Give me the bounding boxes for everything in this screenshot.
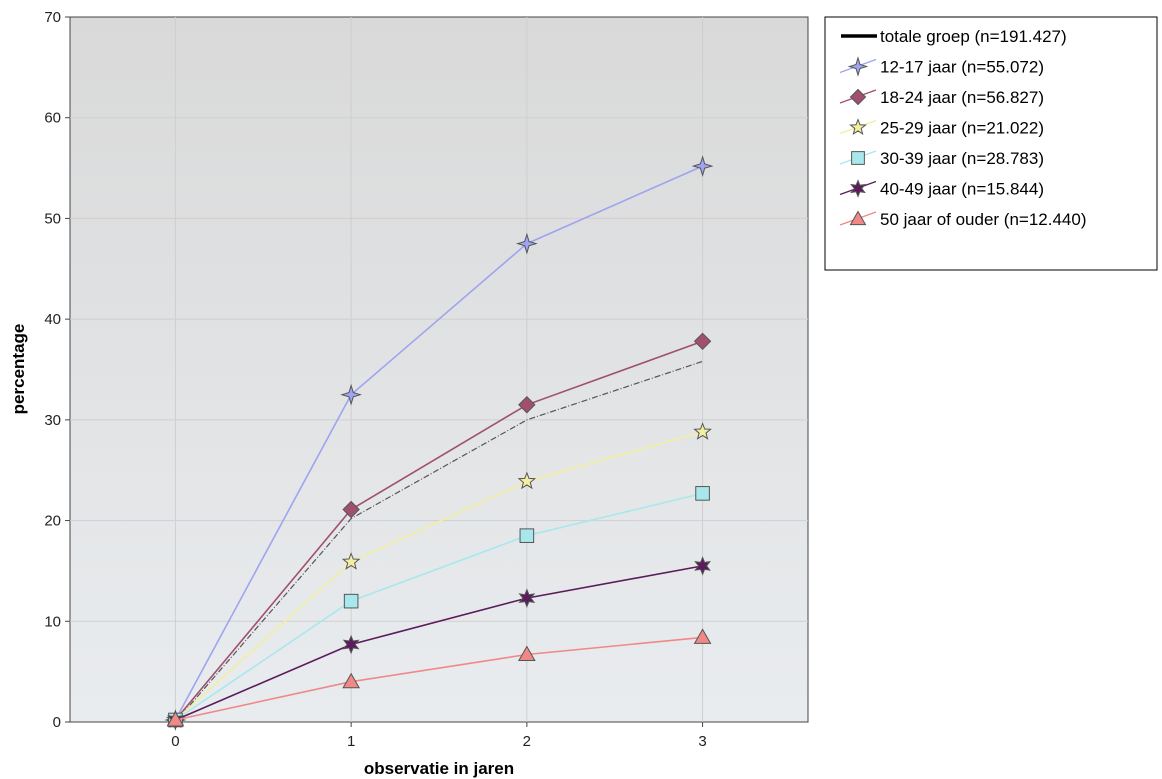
data-point [342, 672, 361, 689]
data-point [693, 628, 712, 644]
legend: totale groep (n=191.427) 12-17 jaar (n=55… [824, 16, 1158, 271]
data-point [341, 552, 361, 570]
data-point [695, 486, 710, 501]
data-point [519, 528, 535, 543]
legend-swatch-marker [847, 56, 869, 77]
y-tick-label: 40 [44, 311, 61, 328]
legend-item: totale groep (n=191.427) [841, 27, 1067, 46]
legend-box [824, 16, 1158, 271]
y-tick-label: 60 [44, 110, 61, 127]
x-tick-label: 3 [698, 733, 706, 750]
data-point [518, 588, 536, 608]
legend-item: 50 jaar of ouder (n=12.440) [839, 210, 1087, 229]
x-tick-label: 0 [171, 733, 179, 750]
legend-label: 40-49 jaar (n=15.844) [880, 180, 1044, 199]
y-axis-label: percentage [9, 324, 28, 415]
y-tick-label: 0 [53, 714, 61, 731]
legend-swatch-marker [850, 179, 866, 198]
series-line [175, 636, 703, 721]
legend-item: 25-29 jaar (n=21.022) [839, 118, 1044, 138]
y-tick-label: 20 [44, 513, 61, 530]
legend-swatch-marker [849, 118, 867, 136]
plot-area [69, 16, 809, 723]
data-point [343, 593, 359, 609]
series-line [174, 431, 703, 721]
data-point [515, 232, 538, 255]
data-point [691, 155, 714, 178]
series-1 [174, 360, 703, 723]
x-tick-label: 1 [347, 733, 355, 750]
legend-label: 25-29 jaar (n=21.022) [880, 119, 1044, 138]
data-point [694, 556, 711, 576]
series-line [174, 165, 703, 721]
legend-swatch-marker [849, 210, 867, 226]
data-point [517, 645, 536, 662]
y-tick-label: 50 [44, 210, 61, 227]
series-line [174, 340, 703, 721]
legend-label: 18-24 jaar (n=56.827) [880, 88, 1044, 107]
data-point [518, 396, 536, 414]
legend-label: 50 jaar of ouder (n=12.440) [880, 210, 1087, 229]
data-point [517, 471, 537, 490]
legend-label: 30-39 jaar (n=28.783) [880, 149, 1044, 168]
legend-swatch-marker [851, 151, 865, 165]
x-axis-ticks: 0 1 2 3 [171, 722, 707, 750]
data-point [340, 383, 363, 406]
series-6 [167, 556, 711, 730]
x-tick-label: 2 [523, 733, 531, 750]
y-axis-ticks: 0 10 20 30 40 50 60 70 [44, 9, 70, 731]
data-point [693, 422, 712, 440]
x-axis-label: observatie in jaren [364, 759, 514, 778]
series-7 [166, 628, 712, 727]
series-line [174, 492, 703, 721]
y-tick-label: 30 [44, 412, 61, 429]
y-tick-label: 70 [44, 9, 61, 26]
series-layer [164, 155, 714, 731]
y-tick-label: 10 [44, 613, 61, 630]
series-line [174, 360, 703, 723]
legend-swatch-marker [849, 88, 867, 106]
legend-label: 12-17 jaar (n=55.072) [880, 58, 1044, 77]
legend-label: totale groep (n=191.427) [880, 27, 1067, 46]
legend-item: 30-39 jaar (n=28.783) [839, 149, 1044, 168]
data-point [342, 500, 360, 519]
data-point [166, 710, 185, 727]
legend-item: 18-24 jaar (n=56.827) [839, 88, 1044, 107]
legend-item: 12-17 jaar (n=55.072) [839, 56, 1044, 77]
legend-item: 40-49 jaar (n=15.844) [839, 179, 1044, 199]
data-point [693, 332, 712, 351]
series-line [175, 565, 703, 721]
data-point [342, 634, 360, 655]
gridlines [70, 17, 808, 722]
